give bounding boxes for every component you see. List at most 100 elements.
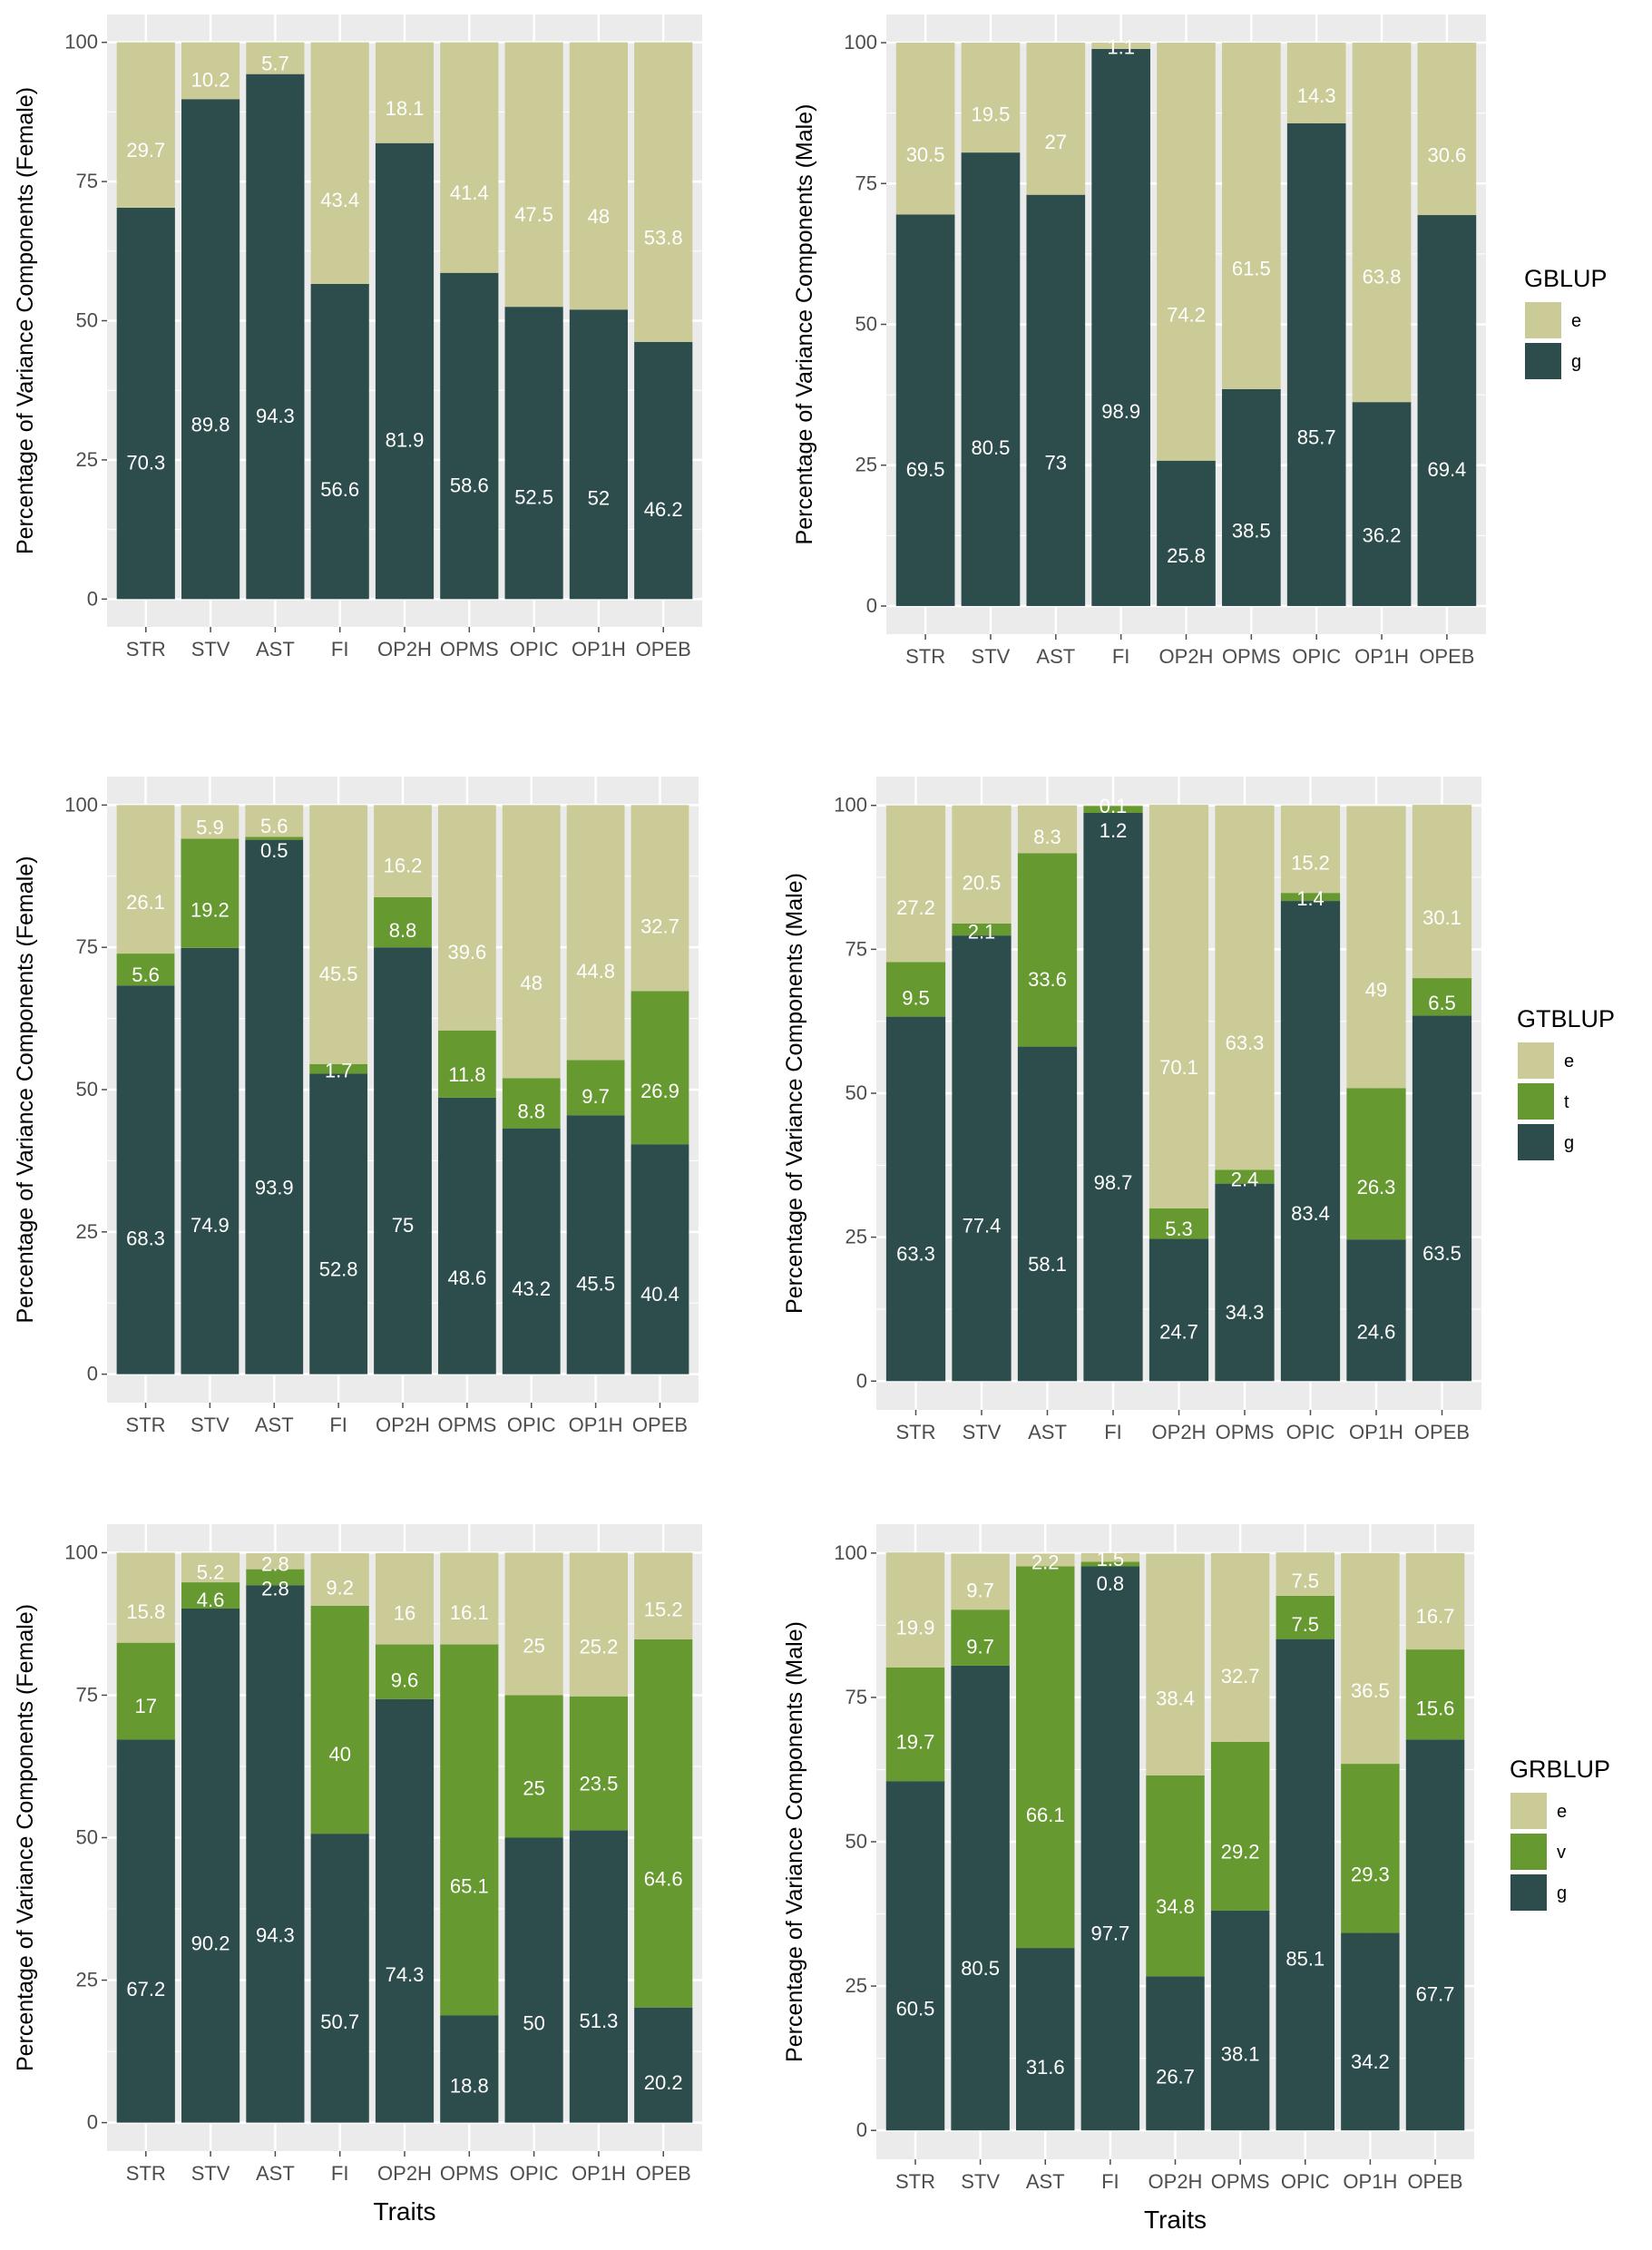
- bar-segment-g: [1276, 1639, 1334, 2131]
- bar-segment-e: [1280, 805, 1341, 894]
- data-label-t: 9.5: [902, 987, 930, 1010]
- x-tick-label: OP2H: [377, 2162, 432, 2185]
- bar-segment-g: [440, 272, 499, 600]
- bar-segment-e: [1286, 43, 1346, 123]
- bar-segment-v: [569, 1696, 628, 1831]
- legend-swatch-g: [1523, 341, 1563, 381]
- bar-segment-g: [246, 73, 305, 600]
- data-label-g: 85.7: [1297, 426, 1336, 449]
- data-label-e: 25: [523, 1634, 544, 1657]
- data-label-g: 46.2: [644, 498, 683, 521]
- data-label-v: 0.8: [1097, 1572, 1125, 1595]
- data-label-e: 15.8: [126, 1600, 165, 1623]
- x-tick-label: OP1H: [569, 1414, 623, 1436]
- x-tick-label: STR: [126, 2162, 166, 2185]
- bar-segment-t: [1017, 853, 1078, 1047]
- data-label-g: 31.6: [1026, 2056, 1065, 2079]
- bar-segment-g: [1146, 1976, 1205, 2131]
- data-label-e: 16.2: [384, 854, 423, 876]
- data-label-e: 63.8: [1363, 266, 1402, 289]
- bar-segment-e: [1026, 43, 1086, 195]
- bar-segment-g: [569, 309, 628, 600]
- x-tick-label: STR: [895, 2170, 935, 2193]
- bar-segment-g: [375, 142, 435, 600]
- bar-segment-e: [630, 805, 689, 992]
- x-tick-label: OPEB: [636, 2162, 691, 2185]
- x-tick-label: OPEB: [636, 638, 691, 660]
- data-label-g: 24.7: [1159, 1320, 1198, 1343]
- bar-segment-t: [1280, 893, 1341, 902]
- data-label-v: 23.5: [579, 1773, 618, 1795]
- y-tick-label: 50: [76, 309, 98, 332]
- data-label-e: 48: [520, 972, 542, 994]
- bar-segment-g: [1026, 194, 1086, 606]
- data-label-v: 7.5: [1291, 1613, 1319, 1636]
- data-label-t: 8.8: [517, 1100, 545, 1122]
- data-label-g: 20.2: [644, 2071, 683, 2094]
- x-tick-label: AST: [1026, 2170, 1065, 2193]
- bar-segment-e: [1346, 806, 1406, 1089]
- x-tick-label: STR: [905, 645, 945, 668]
- bar-segment-v: [375, 1644, 435, 1699]
- legend-swatch-e: [1509, 1791, 1549, 1831]
- y-tick-label: 100: [64, 793, 98, 816]
- chart-5: 0 25 50 75 100 STR STV AST FI OP2H OPMS OPIC OP1H OPE…: [782, 1524, 1610, 2234]
- bar-segment-v: [116, 1642, 175, 1740]
- y-tick-label: 75: [76, 1683, 98, 1706]
- data-label-g: 77.4: [963, 1214, 1002, 1237]
- data-label-e: 16: [394, 1601, 415, 1624]
- data-label-e: 9.2: [326, 1577, 354, 1599]
- bar-segment-t: [952, 923, 1012, 936]
- bar-segment-v: [1016, 1566, 1075, 1949]
- legend-title: GRBLUP: [1510, 1756, 1610, 1783]
- x-axis-title: Traits: [1144, 2206, 1207, 2234]
- x-tick-label: OPMS: [1211, 2170, 1270, 2193]
- y-tick-label: 75: [855, 171, 877, 194]
- bar-segment-e: [116, 1552, 175, 1643]
- bar-segment-e: [437, 805, 496, 1031]
- data-label-e: 44.8: [576, 960, 615, 983]
- bar-segment-g: [181, 1608, 240, 2123]
- bar-segment-t: [437, 1030, 496, 1098]
- bar-segment-e: [440, 1552, 499, 1645]
- data-label-g: 73: [1045, 451, 1067, 474]
- bar-segment-e: [116, 42, 175, 208]
- data-label-g: 40.4: [640, 1283, 679, 1306]
- bar-segment-g: [437, 1097, 496, 1374]
- bar-segment-v: [1210, 1741, 1270, 1911]
- data-label-g: 51.3: [579, 2010, 618, 2032]
- legend-label-g: g: [1557, 1883, 1567, 1903]
- legend-label-g: g: [1564, 1133, 1574, 1153]
- data-label-v: 29.2: [1221, 1841, 1260, 1864]
- data-label-t: 26.9: [640, 1080, 679, 1102]
- bar-segment-t: [1215, 1169, 1275, 1184]
- data-label-g: 93.9: [255, 1176, 294, 1198]
- y-tick-label: 75: [76, 170, 98, 192]
- data-label-e: 70.1: [1159, 1056, 1198, 1079]
- data-label-g: 70.3: [126, 451, 165, 474]
- bar-segment-e: [1341, 1552, 1400, 1765]
- y-tick-label: 100: [834, 1541, 867, 1564]
- data-label-g: 26.7: [1156, 2066, 1195, 2089]
- x-tick-label: FI: [331, 2162, 349, 2185]
- legend-swatch-g: [1509, 1873, 1549, 1912]
- bar-segment-g: [952, 935, 1012, 1382]
- x-tick-label: OP1H: [1354, 645, 1409, 668]
- data-label-g: 69.4: [1427, 458, 1466, 481]
- data-label-t: 1.2: [1100, 819, 1128, 842]
- data-label-e: 2.2: [1031, 1551, 1060, 1574]
- data-label-e: 18.1: [386, 97, 425, 120]
- bar-segment-t: [566, 1060, 625, 1116]
- data-label-g: 43.2: [512, 1277, 551, 1300]
- bar-segment-g: [951, 1665, 1010, 2131]
- data-label-g: 90.2: [191, 1932, 230, 1954]
- data-label-g: 52: [588, 487, 610, 510]
- data-label-v: 64.6: [644, 1868, 683, 1891]
- x-tick-label: OPMS: [440, 638, 499, 660]
- data-label-e: 1.5: [1097, 1548, 1125, 1570]
- legend-swatch-v: [1509, 1832, 1549, 1872]
- bar-segment-v: [1276, 1595, 1334, 1639]
- data-label-g: 85.1: [1285, 1948, 1325, 1971]
- legend-label-e: e: [1564, 1052, 1574, 1071]
